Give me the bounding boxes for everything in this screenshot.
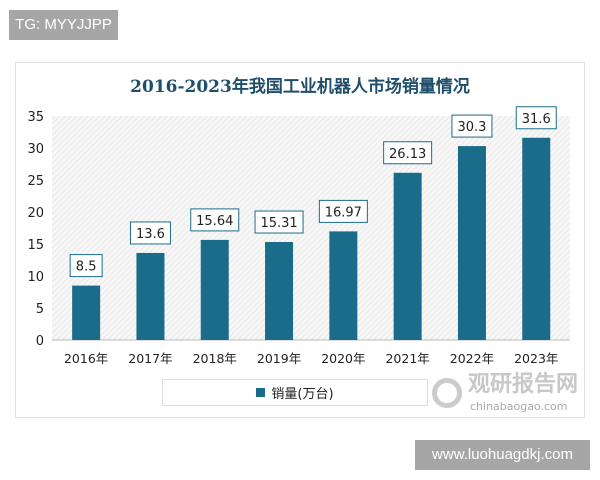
bar [457,146,486,340]
data-label-box [383,141,433,165]
data-label: 30.3 [457,120,486,135]
legend: 销量(万台) [162,379,428,406]
bar [329,231,358,340]
plot-area [52,116,570,340]
y-tick-label: 25 [27,174,44,189]
bar [265,242,294,340]
data-label-box [129,221,171,245]
data-label-box [451,114,493,138]
legend-swatch [256,388,266,397]
tag-banner: TG: MYYJJPP [9,10,118,40]
x-tick-label: 2023年 [514,351,558,366]
bar [200,239,229,340]
data-label: 8.5 [76,260,97,275]
y-tick-label: 5 [36,302,44,317]
url-banner: www.luohuagdkj.com [415,440,590,470]
data-label-box [190,208,240,232]
x-tick-label: 2021年 [385,351,429,366]
chart-title: 2016-2023年我国工业机器人市场销量情况 [130,77,470,97]
bar [136,252,165,340]
y-tick-label: 0 [36,334,44,349]
data-label: 16.97 [325,205,362,220]
y-tick-label: 30 [27,142,44,157]
y-tick-label: 20 [27,206,44,221]
logo-icon [432,378,462,408]
data-label-box [515,106,557,130]
y-tick-label: 35 [27,110,44,125]
data-label-box [69,254,103,278]
bar [522,137,551,340]
x-tick-label: 2019年 [257,351,301,366]
data-label: 31.6 [522,112,551,127]
x-tick-label: 2017年 [128,351,172,366]
x-tick-label: 2022年 [450,351,494,366]
data-label-box [318,199,368,223]
data-label: 15.31 [260,216,297,231]
watermark-en: chinabaogao.com [470,400,568,413]
y-tick-label: 10 [27,270,44,285]
data-label: 26.13 [389,147,426,162]
chart-card [15,62,585,418]
watermark-cn: 观研报告网 [468,372,579,397]
data-label: 15.64 [196,214,233,229]
data-label: 13.6 [136,227,165,242]
x-tick-label: 2018年 [193,351,237,366]
data-label-box [254,210,304,234]
x-tick-label: 2016年 [64,351,108,366]
x-tick-label: 2020年 [321,351,365,366]
bar [393,172,422,340]
bar [72,285,101,340]
legend-label: 销量(万台) [271,387,334,402]
y-tick-label: 15 [27,238,44,253]
